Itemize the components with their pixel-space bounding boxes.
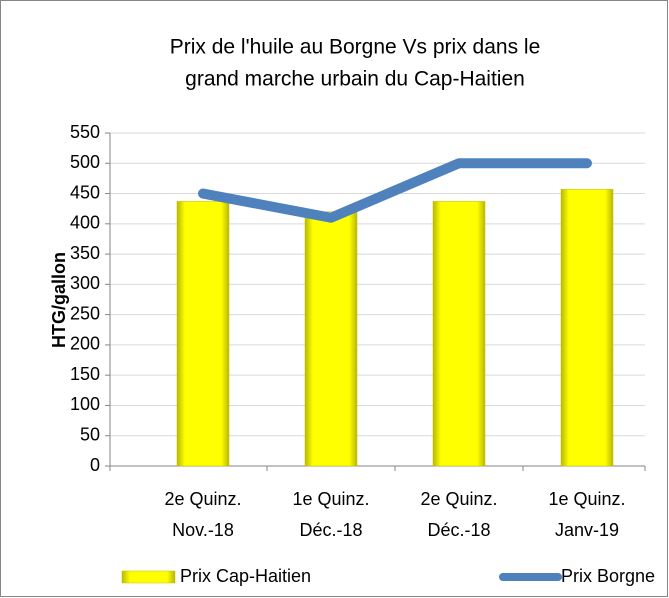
y-tick-label: 250	[70, 303, 100, 323]
y-axis-label: HTG/gallon	[49, 252, 69, 348]
y-tick-label: 300	[70, 273, 100, 293]
bar	[304, 211, 358, 467]
y-tick-label: 550	[70, 122, 100, 142]
x-tick-label: 1e Quinz.	[548, 489, 625, 509]
y-tick-label: 200	[70, 334, 100, 354]
x-tick-label: 2e Quinz.	[164, 489, 241, 509]
y-tick-label: 450	[70, 182, 100, 202]
bar	[560, 189, 614, 467]
x-tick-label: 1e Quinz.	[292, 489, 369, 509]
y-tick-label: 150	[70, 364, 100, 384]
bar	[176, 201, 230, 467]
y-tick-label: 500	[70, 152, 100, 172]
x-tick-label: 2e Quinz.	[420, 489, 497, 509]
legend-label: Prix Cap-Haitien	[180, 566, 311, 586]
x-tick-label: Nov.-18	[172, 520, 234, 540]
legend-swatch	[121, 570, 176, 584]
chart-title: grand marche urbain du Cap-Haitien	[185, 68, 525, 91]
line	[198, 158, 592, 223]
legend-label: Prix Borgne	[561, 566, 655, 586]
y-tick-label: 100	[70, 394, 100, 414]
x-tick-label: Janv-19	[555, 520, 619, 540]
x-tick-label: Déc.-18	[299, 520, 362, 540]
chart-title: Prix de l'huile au Borgne Vs prix dans l…	[170, 36, 541, 59]
y-tick-label: 50	[80, 424, 100, 444]
y-tick-label: 350	[70, 243, 100, 263]
bar	[432, 201, 486, 467]
x-tick-label: Déc.-18	[427, 520, 490, 540]
y-tick-label: 400	[70, 213, 100, 233]
y-tick-label: 0	[90, 455, 100, 475]
